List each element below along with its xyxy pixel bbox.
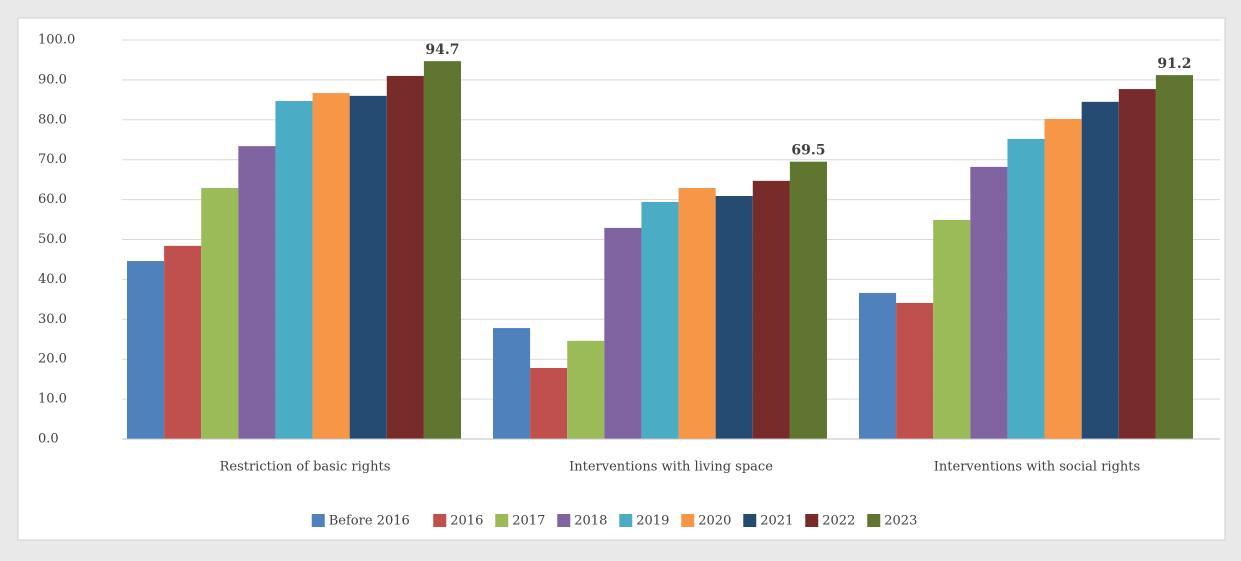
bar bbox=[752, 180, 790, 440]
bar bbox=[970, 166, 1008, 439]
bar bbox=[164, 245, 202, 439]
legend-label: 2019 bbox=[636, 514, 669, 529]
y-tick-label: 90.0 bbox=[38, 72, 67, 87]
y-tick-label: 10.0 bbox=[38, 392, 67, 407]
y-tick-label: 100.0 bbox=[38, 33, 75, 48]
x-tick-label: Interventions with living space bbox=[569, 460, 773, 475]
data-label: 94.7 bbox=[425, 42, 459, 58]
bar bbox=[238, 146, 276, 439]
bar bbox=[859, 292, 897, 439]
y-tick-label: 0.0 bbox=[38, 432, 59, 447]
data-label: 69.5 bbox=[791, 143, 825, 159]
bar bbox=[349, 95, 387, 440]
legend-swatch bbox=[495, 514, 509, 527]
bar bbox=[1081, 101, 1119, 439]
bar bbox=[493, 328, 531, 439]
data-label: 91.2 bbox=[1157, 56, 1191, 72]
y-tick-label: 60.0 bbox=[38, 192, 67, 207]
bar bbox=[1155, 75, 1193, 439]
bar bbox=[312, 93, 350, 439]
y-tick-label: 40.0 bbox=[38, 272, 67, 287]
legend-swatch bbox=[619, 514, 633, 527]
bar bbox=[715, 196, 753, 439]
legend-label: 2017 bbox=[512, 514, 545, 529]
legend-label: 2022 bbox=[822, 514, 855, 529]
bar bbox=[530, 367, 568, 439]
bar bbox=[127, 261, 165, 439]
bar bbox=[641, 201, 679, 439]
legend-swatch bbox=[311, 514, 325, 527]
legend-label: 2023 bbox=[884, 514, 917, 529]
legend-swatch bbox=[433, 514, 447, 527]
x-tick-label: Restriction of basic rights bbox=[220, 460, 391, 475]
bar bbox=[423, 61, 461, 439]
bar bbox=[1044, 119, 1082, 439]
legend-swatch bbox=[867, 514, 881, 527]
bar bbox=[604, 227, 642, 439]
y-tick-label: 20.0 bbox=[38, 352, 67, 367]
bar bbox=[567, 340, 605, 439]
y-tick-label: 50.0 bbox=[38, 232, 67, 247]
x-tick-label: Interventions with social rights bbox=[934, 460, 1140, 475]
legend-label: 2016 bbox=[450, 514, 483, 529]
bar bbox=[275, 101, 313, 439]
legend-label: 2021 bbox=[760, 514, 793, 529]
bar bbox=[896, 302, 934, 439]
legend-label: 2020 bbox=[698, 514, 731, 529]
legend-label: 2018 bbox=[574, 514, 607, 529]
y-tick-label: 80.0 bbox=[38, 112, 67, 127]
y-tick-label: 70.0 bbox=[38, 152, 67, 167]
bar bbox=[933, 219, 971, 439]
bar bbox=[386, 75, 424, 439]
bar bbox=[1118, 89, 1156, 440]
legend-swatch bbox=[805, 514, 819, 527]
legend-swatch bbox=[557, 514, 571, 527]
bar bbox=[201, 188, 239, 439]
legend-swatch bbox=[681, 514, 695, 527]
bar bbox=[678, 188, 716, 439]
y-tick-label: 30.0 bbox=[38, 312, 67, 327]
bar bbox=[1007, 138, 1045, 439]
legend-swatch bbox=[743, 514, 757, 527]
bar bbox=[789, 161, 827, 439]
legend-label: Before 2016 bbox=[329, 514, 410, 529]
